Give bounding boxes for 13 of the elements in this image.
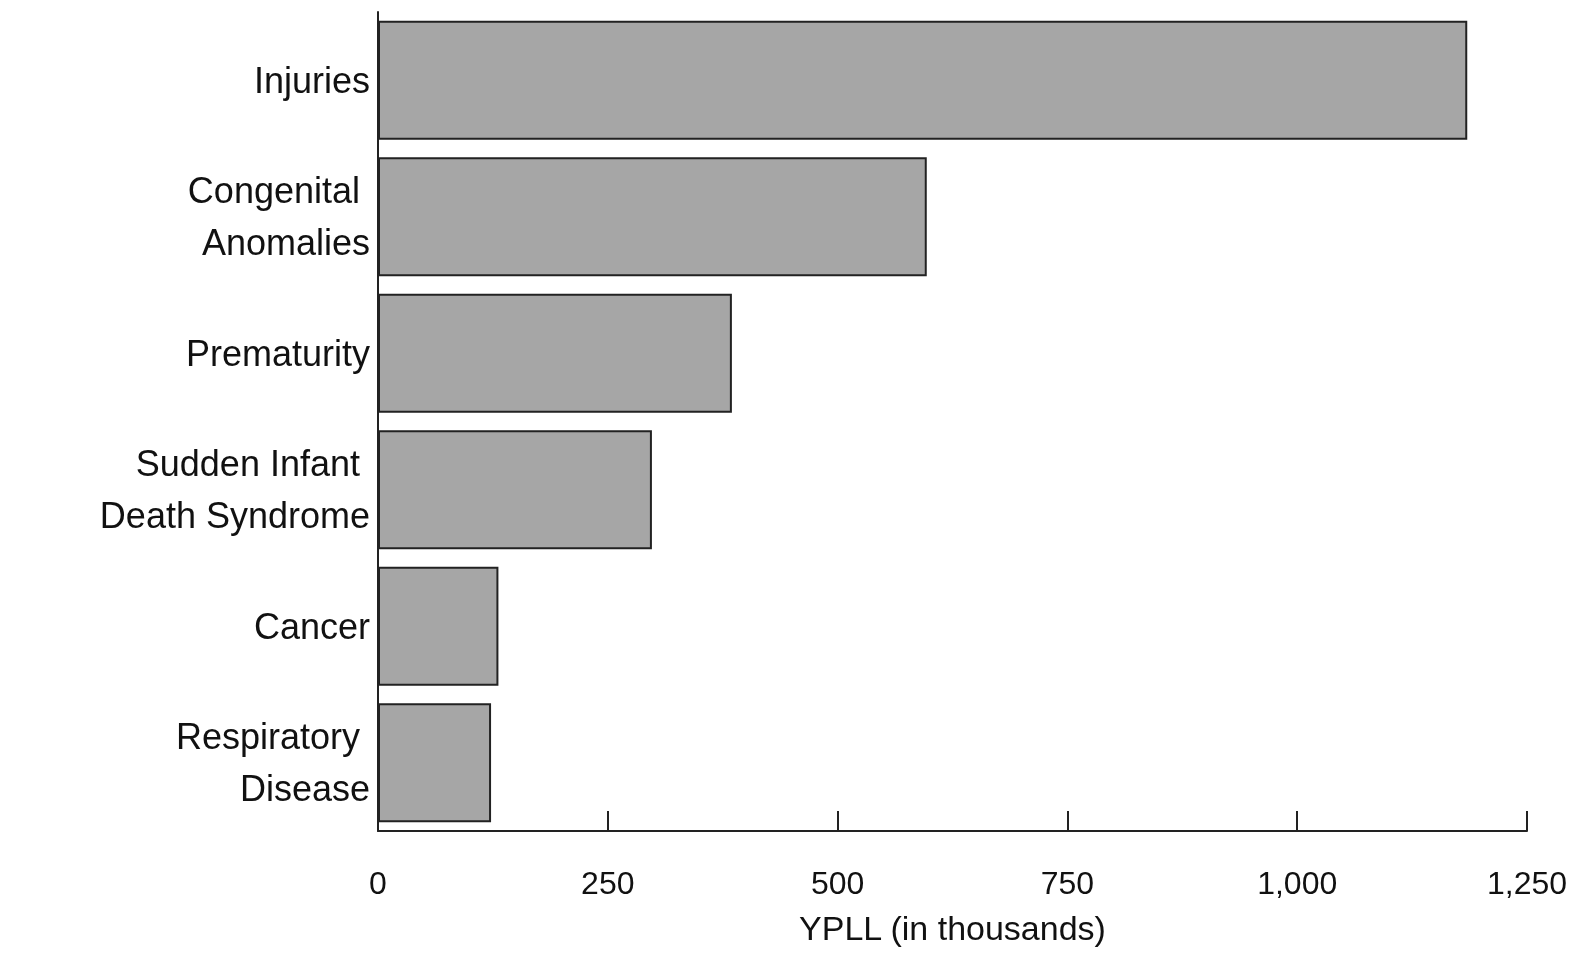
x-tick-label: 1,000 (1257, 865, 1338, 901)
y-tick-label: Congenital Anomalies (187, 170, 370, 264)
y-tick-label: Cancer (253, 605, 370, 647)
x-axis-title: YPLL (in thousands) (799, 909, 1106, 947)
y-tick-label: Injuries (253, 59, 370, 101)
y-tick-label: Sudden Infant Death Syndrome (99, 443, 370, 537)
x-tick-label: 750 (1040, 865, 1095, 901)
x-tick-label: 0 (369, 865, 387, 901)
x-tick-label: 1,250 (1486, 865, 1568, 901)
y-tick-label: Respiratory Disease (175, 716, 370, 810)
x-tick-label: 500 (810, 865, 865, 901)
y-tick-label: Prematurity (185, 332, 370, 374)
x-tick-label: 250 (581, 865, 635, 901)
